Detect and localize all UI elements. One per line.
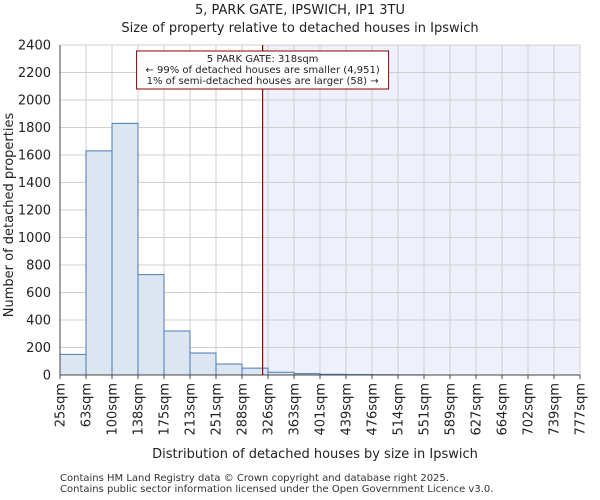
histogram-bar	[137, 274, 165, 376]
annotation-line: 5 PARK GATE: 318sqm	[207, 54, 319, 65]
x-tick-label: 739sqm	[548, 383, 563, 436]
y-tick-label: 1000	[18, 231, 51, 246]
x-tick-label: 401sqm	[314, 383, 329, 436]
x-tick-label: 551sqm	[418, 383, 433, 436]
y-tick-label: 400	[26, 314, 51, 329]
x-tick-label: 664sqm	[496, 383, 511, 436]
x-tick-label: 627sqm	[470, 383, 485, 436]
x-tick-label: 175sqm	[158, 383, 173, 436]
y-tick-label: 1200	[18, 204, 51, 219]
histogram-bar	[111, 122, 139, 376]
x-tick-label: 439sqm	[340, 383, 355, 436]
y-tick-label: 200	[26, 341, 51, 356]
histogram-bar	[241, 367, 269, 376]
x-tick-label: 589sqm	[444, 383, 459, 436]
y-tick-label: 1400	[18, 176, 51, 191]
annotation-line: 1% of semi-detached houses are larger (5…	[147, 76, 379, 87]
chart-title: 5, PARK GATE, IPSWICH, IP1 3TU	[194, 3, 406, 18]
x-tick-label: 326sqm	[262, 383, 277, 436]
histogram-bar	[59, 353, 87, 376]
y-tick-label: 0	[43, 369, 51, 384]
x-tick-label: 213sqm	[184, 383, 199, 436]
y-tick-label: 1800	[18, 121, 51, 136]
x-tick-label: 63sqm	[80, 383, 95, 427]
y-tick-label: 800	[26, 259, 51, 274]
histogram-bar	[215, 363, 243, 376]
x-axis-title: Distribution of detached houses by size …	[152, 447, 478, 462]
annotation-line: ← 99% of detached houses are smaller (4,…	[145, 65, 379, 76]
y-axis-title: Number of detached properties	[2, 113, 17, 318]
footer-copyright: Contains HM Land Registry data © Crown c…	[60, 473, 449, 484]
x-tick-label: 251sqm	[210, 383, 225, 436]
x-tick-label: 138sqm	[132, 383, 147, 436]
x-tick-label: 702sqm	[522, 383, 537, 436]
x-tick-label: 25sqm	[54, 383, 69, 427]
histogram-bar	[163, 330, 191, 376]
x-tick-label: 100sqm	[106, 383, 121, 436]
chart-subtitle: Size of property relative to detached ho…	[121, 21, 479, 36]
histogram-bar	[85, 150, 113, 376]
y-tick-label: 2200	[18, 66, 51, 81]
x-tick-label: 288sqm	[236, 383, 251, 436]
x-tick-label: 514sqm	[392, 383, 407, 436]
x-tick-label: 363sqm	[288, 383, 303, 436]
y-tick-label: 2000	[18, 94, 51, 109]
y-tick-label: 2400	[18, 39, 51, 54]
y-tick-label: 600	[26, 286, 51, 301]
x-tick-label: 777sqm	[574, 383, 589, 436]
histogram-bar	[189, 352, 217, 376]
footer-licence: Contains public sector information licen…	[60, 484, 494, 495]
y-tick-label: 1600	[18, 149, 51, 164]
annotation-box	[136, 50, 390, 90]
x-tick-label: 476sqm	[366, 383, 381, 436]
